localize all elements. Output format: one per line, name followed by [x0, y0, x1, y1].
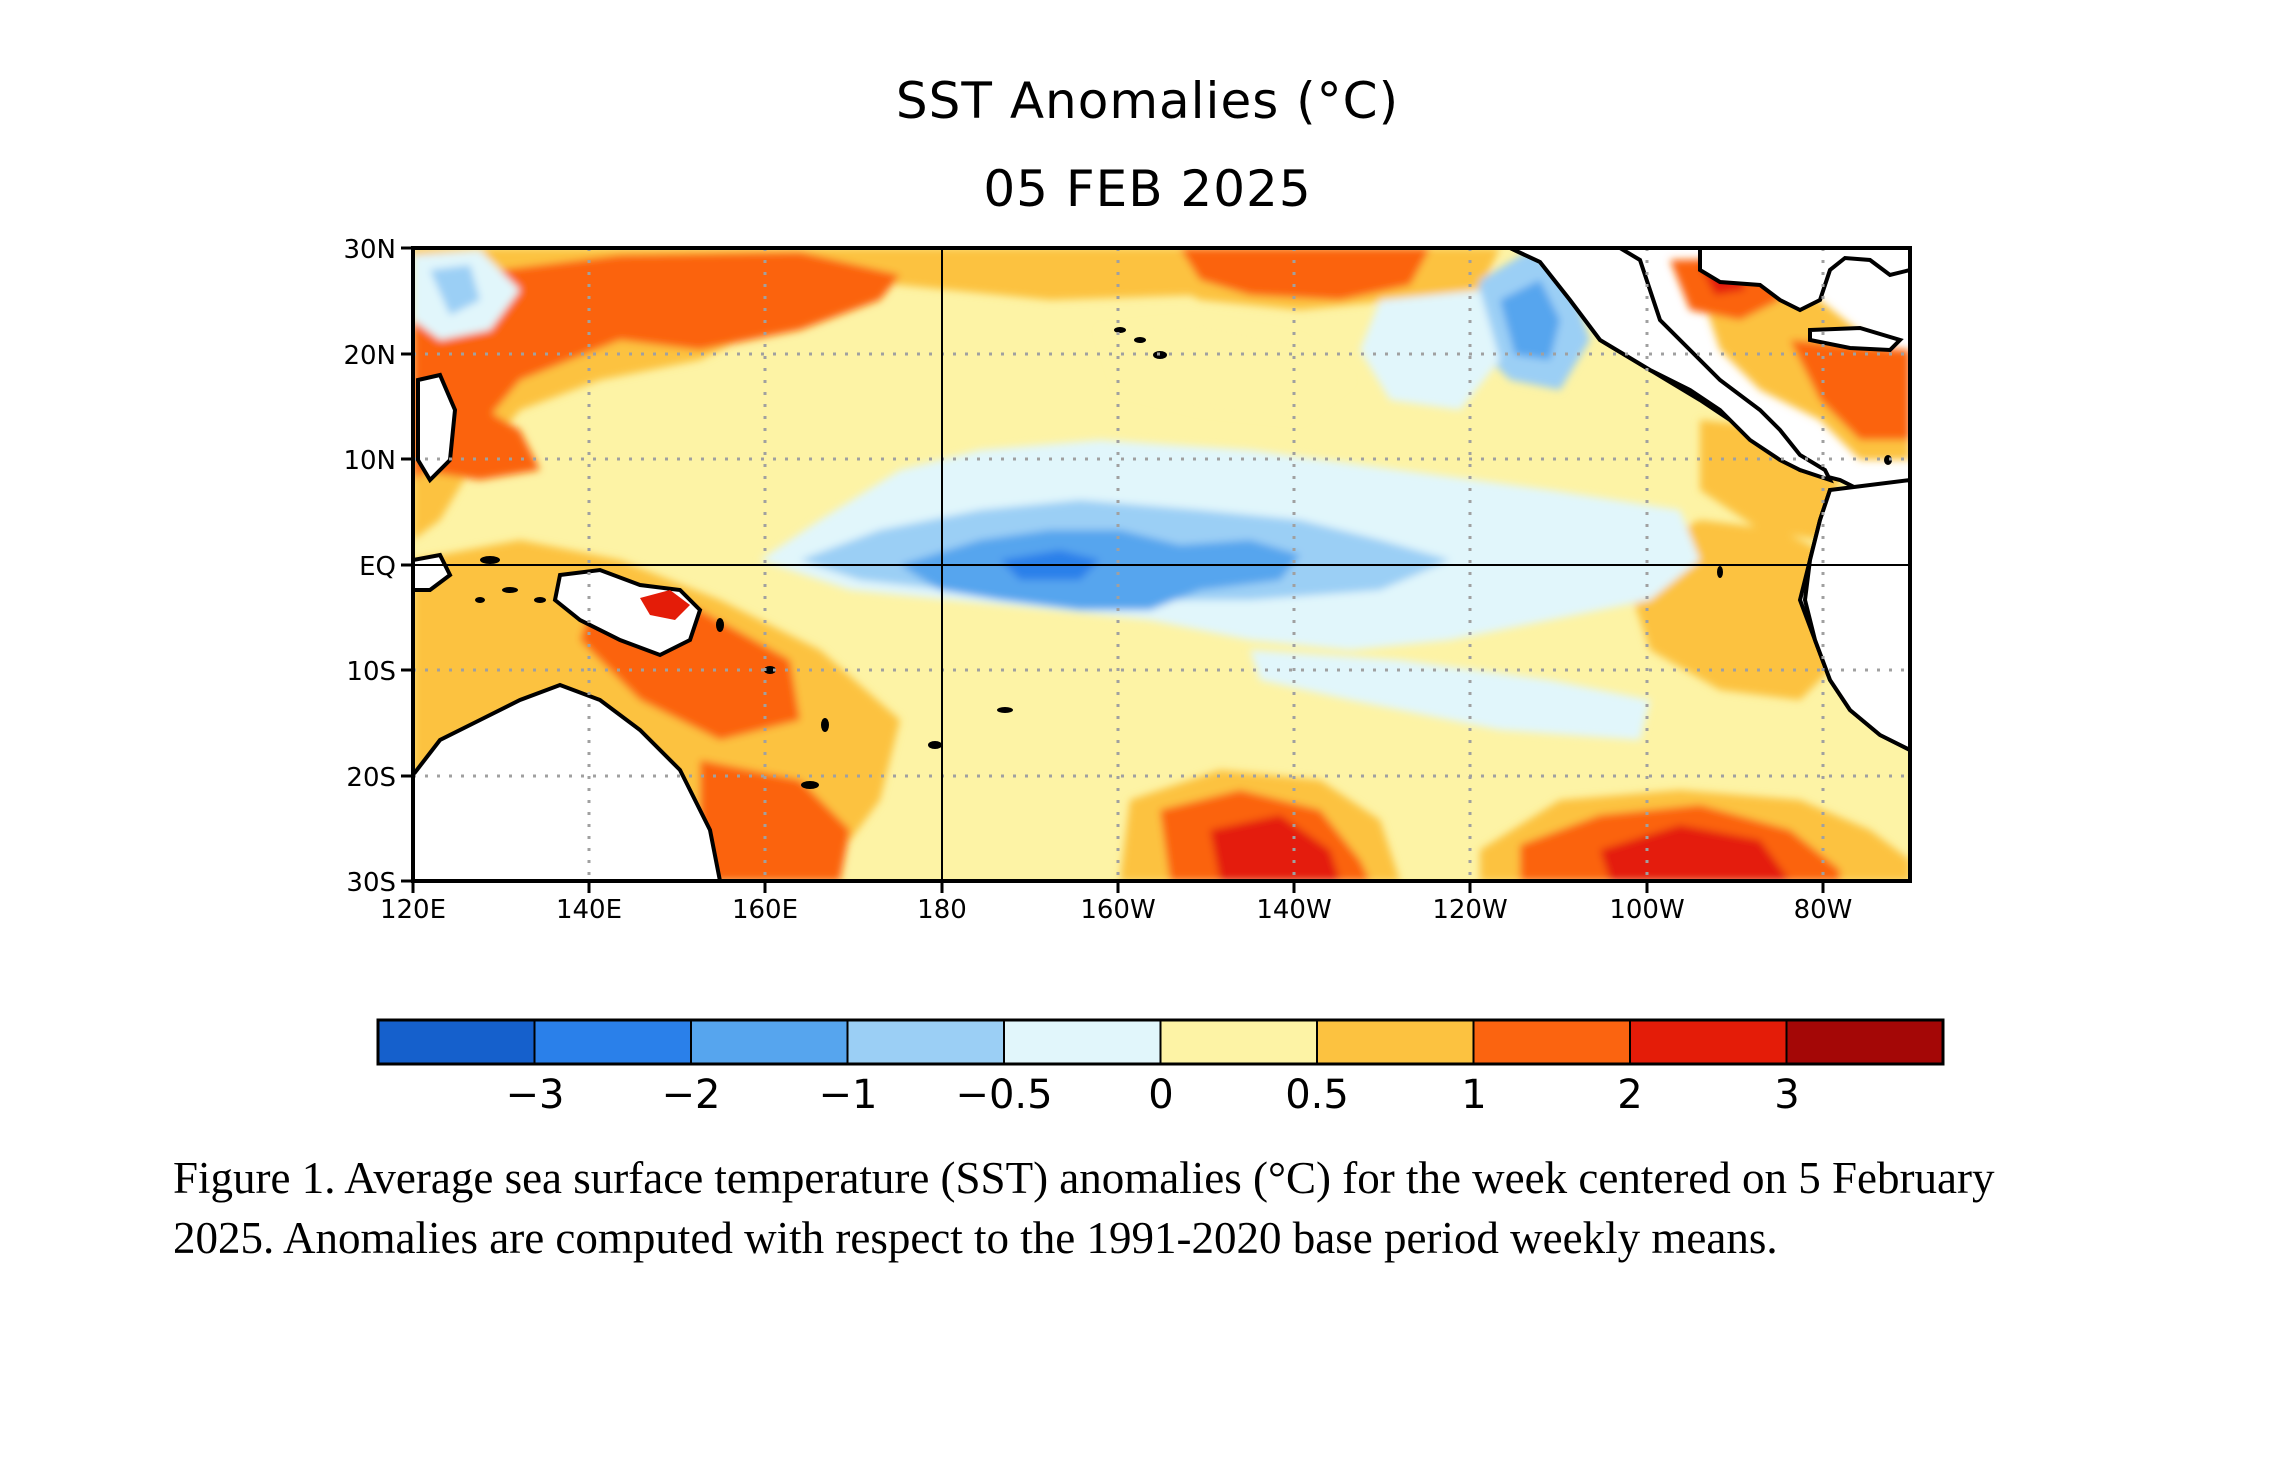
- colorbar-tick: −2: [662, 1072, 721, 1118]
- colorbar-swatch: [1316, 1019, 1475, 1065]
- colorbar-swatch: [1629, 1019, 1788, 1065]
- lon-label: 160E: [732, 895, 798, 925]
- lat-label: 10S: [346, 657, 396, 687]
- lat-label: 10N: [343, 446, 396, 476]
- lat-label: 20N: [343, 341, 396, 371]
- lon-label: 80W: [1794, 895, 1853, 925]
- colorbar-swatch: [846, 1019, 1005, 1065]
- islands: [475, 327, 1892, 789]
- colorbar-swatch: [1785, 1019, 1944, 1065]
- lon-label: 180: [917, 895, 967, 925]
- anomaly-field: [413, 248, 1910, 881]
- colorbar-tick: 0.5: [1285, 1072, 1349, 1118]
- lon-label: 140W: [1256, 895, 1331, 925]
- colorbar-tick: 1: [1461, 1072, 1486, 1118]
- lon-label: 120W: [1432, 895, 1507, 925]
- lon-label: 160W: [1080, 895, 1155, 925]
- colorbar-swatch: [690, 1019, 849, 1065]
- colorbar-swatch: [533, 1019, 692, 1065]
- lat-label: 20S: [346, 763, 396, 793]
- colorbar-swatch: [1472, 1019, 1631, 1065]
- lon-label: 120E: [380, 895, 446, 925]
- lat-label: EQ: [359, 552, 396, 582]
- colorbar-tick: −3: [506, 1072, 565, 1118]
- colorbar-swatch: [1159, 1019, 1318, 1065]
- figure-caption: Figure 1. Average sea surface temperatur…: [173, 1153, 1995, 1263]
- map-date: 05 FEB 2025: [983, 160, 1312, 218]
- colorbar-tick: −0.5: [955, 1072, 1052, 1118]
- lon-label: 140E: [556, 895, 622, 925]
- lat-label: 30N: [343, 235, 396, 265]
- colorbar-tick: 0: [1148, 1072, 1173, 1118]
- colorbar-swatch: [1003, 1019, 1162, 1065]
- lon-label: 100W: [1609, 895, 1684, 925]
- colorbar-tick: −1: [819, 1072, 878, 1118]
- colorbar-swatch: [377, 1019, 536, 1065]
- colorbar-tick: 3: [1774, 1072, 1799, 1118]
- lat-label: 30S: [346, 868, 396, 898]
- colorbar-outline: [376, 1018, 1945, 1066]
- map-title: SST Anomalies (°C): [895, 72, 1400, 130]
- colorbar: [376, 1018, 1945, 1066]
- colorbar-tick: 2: [1617, 1072, 1642, 1118]
